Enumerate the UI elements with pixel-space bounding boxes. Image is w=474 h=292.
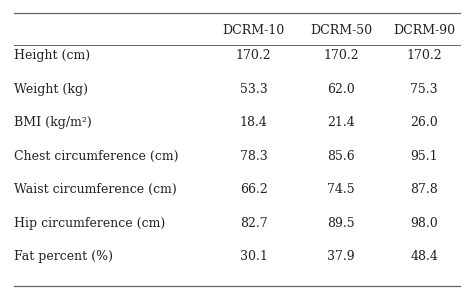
Text: Hip circumference (cm): Hip circumference (cm) xyxy=(14,217,165,230)
Text: Height (cm): Height (cm) xyxy=(14,49,91,62)
Text: 53.3: 53.3 xyxy=(240,83,267,95)
Text: 37.9: 37.9 xyxy=(328,251,355,263)
Text: 21.4: 21.4 xyxy=(328,116,355,129)
Text: 78.3: 78.3 xyxy=(240,150,267,163)
Text: 62.0: 62.0 xyxy=(328,83,355,95)
Text: 82.7: 82.7 xyxy=(240,217,267,230)
Text: 48.4: 48.4 xyxy=(410,251,438,263)
Text: Chest circumference (cm): Chest circumference (cm) xyxy=(14,150,179,163)
Text: 74.5: 74.5 xyxy=(328,183,355,196)
Text: DCRM-50: DCRM-50 xyxy=(310,24,373,37)
Text: 18.4: 18.4 xyxy=(240,116,267,129)
Text: 66.2: 66.2 xyxy=(240,183,267,196)
Text: DCRM-90: DCRM-90 xyxy=(393,24,456,37)
Text: Fat percent (%): Fat percent (%) xyxy=(14,251,113,263)
Text: 85.6: 85.6 xyxy=(328,150,355,163)
Text: 170.2: 170.2 xyxy=(236,49,272,62)
Text: 75.3: 75.3 xyxy=(410,83,438,95)
Text: 87.8: 87.8 xyxy=(410,183,438,196)
Text: Weight (kg): Weight (kg) xyxy=(14,83,88,95)
Text: 26.0: 26.0 xyxy=(410,116,438,129)
Text: 170.2: 170.2 xyxy=(323,49,359,62)
Text: Waist circumference (cm): Waist circumference (cm) xyxy=(14,183,177,196)
Text: 95.1: 95.1 xyxy=(410,150,438,163)
Text: 170.2: 170.2 xyxy=(406,49,442,62)
Text: 30.1: 30.1 xyxy=(240,251,267,263)
Text: 98.0: 98.0 xyxy=(410,217,438,230)
Text: 89.5: 89.5 xyxy=(328,217,355,230)
Text: DCRM-10: DCRM-10 xyxy=(222,24,285,37)
Text: BMI (kg/m²): BMI (kg/m²) xyxy=(14,116,92,129)
